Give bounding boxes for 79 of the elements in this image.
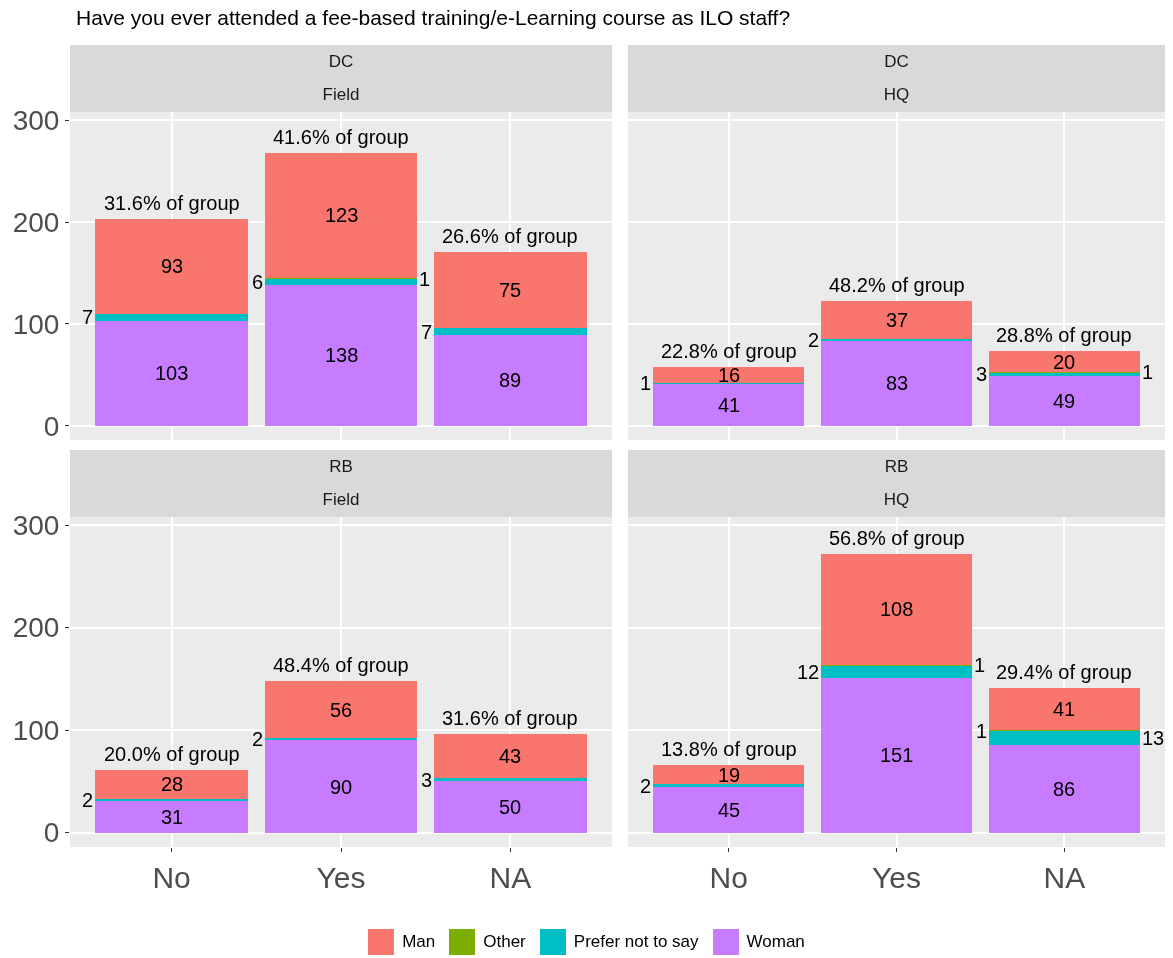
legend-label: Man	[402, 932, 436, 952]
y-tick-label: 0	[43, 817, 60, 849]
data-label: 89	[499, 369, 522, 391]
data-label: 13	[1142, 727, 1165, 749]
data-label: 16	[718, 364, 741, 386]
data-label: 19	[718, 764, 741, 786]
legend-label: Prefer not to say	[573, 932, 699, 952]
x-tick-label: Yes	[316, 861, 366, 894]
chart-title: DC	[327, 51, 355, 73]
data-label: 1	[419, 268, 431, 290]
data-label: 90	[330, 776, 353, 798]
y-tick-label: 100	[12, 308, 60, 340]
data-label: 123	[325, 204, 359, 226]
chart-title: RB	[328, 456, 354, 478]
data-label: 50	[499, 796, 522, 818]
annotation: 31.6% of group	[104, 192, 240, 214]
data-label: 7	[421, 321, 433, 343]
annotation: 31.6% of group	[442, 707, 578, 729]
data-label: 1	[640, 372, 652, 394]
data-label: 86	[1053, 778, 1076, 800]
annotation: 28.8% of group	[996, 324, 1132, 346]
data-label: 2	[82, 789, 94, 811]
data-label: 1	[1142, 361, 1154, 383]
data-label: 2	[640, 775, 652, 797]
chart-subtitle: HQ	[882, 489, 911, 511]
data-label: 138	[325, 344, 359, 366]
y-tick-label: 200	[12, 206, 60, 238]
chart-subtitle: Field	[321, 84, 361, 106]
x-tick-label: No	[709, 861, 748, 894]
data-label: 103	[155, 362, 189, 384]
data-label: 75	[499, 279, 522, 301]
data-label: 83	[886, 372, 909, 394]
data-label: 37	[886, 309, 909, 331]
annotation: 48.2% of group	[829, 274, 965, 296]
annotation: 13.8% of group	[661, 738, 797, 760]
text: Have you ever attended a fee-based training/e-Learning course as ILO staff?	[76, 6, 791, 30]
y-tick-label: 300	[12, 510, 60, 541]
legend-label: Other	[483, 932, 526, 952]
data-label: 3	[976, 363, 988, 385]
data-label: 56	[330, 699, 353, 721]
annotation: 29.4% of group	[996, 661, 1132, 683]
data-label: 2	[808, 329, 820, 351]
annotation: 56.8% of group	[829, 527, 965, 549]
data-label: 45	[718, 799, 741, 821]
y-tick-label: 200	[12, 612, 60, 644]
chart-subtitle: Field	[321, 489, 361, 511]
legend-label: Woman	[746, 932, 805, 952]
x-tick-label: NA	[489, 861, 532, 894]
data-label: 93	[161, 255, 184, 277]
x-tick-label: NA	[1043, 861, 1086, 894]
annotation: 20.0% of group	[104, 743, 240, 765]
annotation: 26.6% of group	[442, 225, 578, 247]
chart-title: DC	[883, 51, 910, 73]
data-label: 49	[1053, 390, 1076, 412]
annotation: 48.4% of group	[273, 654, 409, 676]
data-label: 31	[161, 806, 184, 828]
data-label: 2	[252, 728, 264, 750]
annotation: 41.6% of group	[273, 126, 409, 148]
data-label: 6	[252, 271, 264, 293]
data-label: 108	[880, 598, 914, 620]
data-label: 7	[82, 306, 94, 328]
y-tick-label: 0	[43, 410, 60, 442]
y-tick-label: 300	[12, 104, 60, 136]
y-tick-label: 100	[12, 714, 60, 746]
data-label: 1	[976, 720, 988, 742]
x-tick-label: No	[152, 861, 191, 894]
data-label: 43	[499, 745, 522, 767]
data-label: 41	[1053, 698, 1076, 720]
data-label: 1	[974, 654, 986, 676]
data-label: 12	[797, 661, 820, 683]
data-label: 3	[421, 769, 433, 791]
data-label: 28	[161, 773, 184, 795]
data-label: 20	[1053, 351, 1076, 373]
data-label: 151	[880, 744, 914, 766]
chart-title: RB	[883, 456, 910, 478]
data-label: 41	[718, 394, 741, 416]
annotation: 22.8% of group	[661, 340, 797, 362]
x-tick-label: Yes	[872, 861, 921, 894]
chart-subtitle: HQ	[882, 84, 911, 106]
